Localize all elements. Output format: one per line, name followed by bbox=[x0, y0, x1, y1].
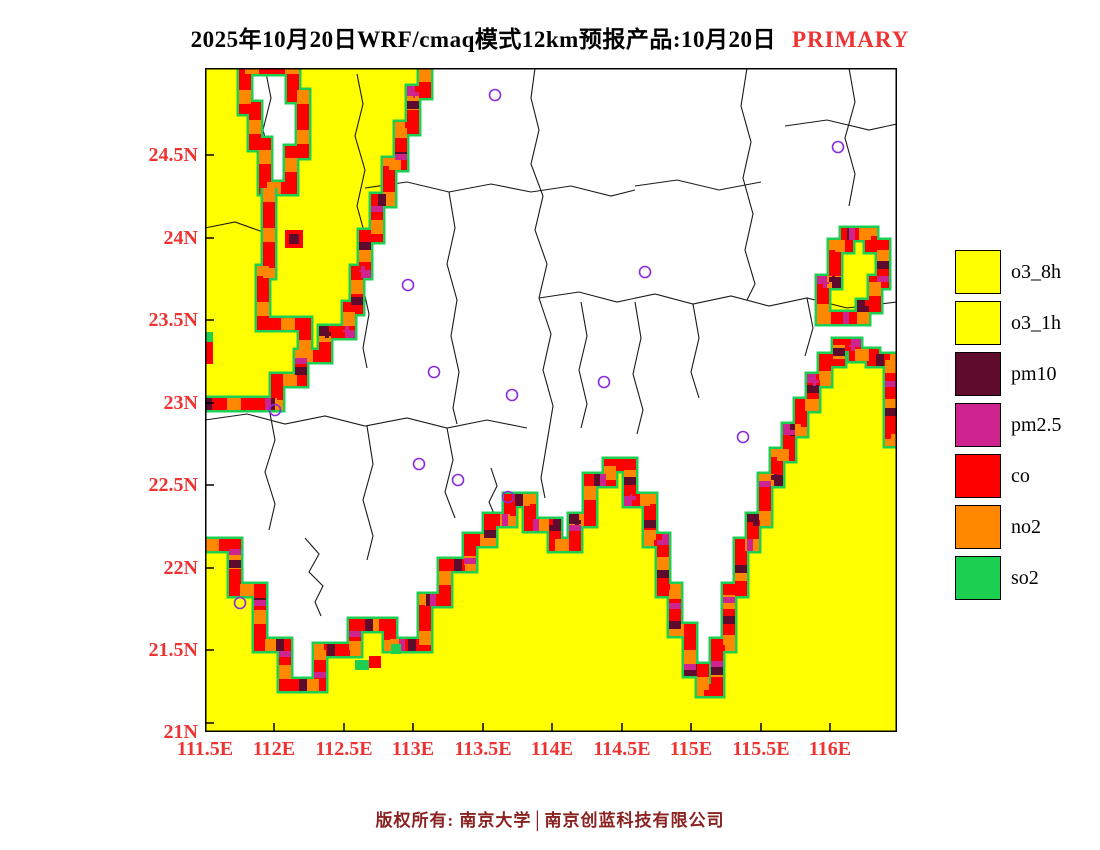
admin-boundary-line bbox=[354, 73, 370, 369]
legend-item: pm10 bbox=[955, 352, 1057, 396]
legend-label-so2: so2 bbox=[1011, 566, 1039, 589]
x-axis-label: 114.5E bbox=[593, 738, 651, 760]
admin-boundary-line bbox=[632, 301, 644, 435]
x-axis-label: 111.5E bbox=[176, 738, 234, 760]
legend-item: so2 bbox=[955, 556, 1039, 600]
city-marker bbox=[505, 388, 519, 402]
legend-item: no2 bbox=[955, 505, 1041, 549]
city-marker bbox=[597, 375, 611, 389]
legend-label-no2: no2 bbox=[1011, 515, 1041, 538]
legend-swatch-no2 bbox=[955, 505, 1001, 549]
x-axis-label: 112.5E bbox=[315, 738, 373, 760]
legend-label-pm10: pm10 bbox=[1011, 362, 1057, 385]
city-marker bbox=[736, 430, 750, 444]
admin-boundary-line bbox=[304, 537, 324, 617]
isolated-cells bbox=[205, 230, 401, 670]
admin-boundary-line bbox=[530, 67, 554, 499]
y-axis-label: 23.5N bbox=[148, 309, 198, 331]
y-axis-label: 23N bbox=[163, 392, 198, 414]
title-primary-label: PRIMARY bbox=[791, 27, 910, 52]
city-marker bbox=[501, 490, 515, 504]
city-marker bbox=[427, 365, 441, 379]
title-text: 2025年10月20日WRF/cmaq模式12km预报产品:10月20日 bbox=[190, 27, 776, 52]
y-axis-label: 21N bbox=[163, 721, 198, 743]
x-axis-label: 116E bbox=[808, 738, 852, 760]
legend-label-co: co bbox=[1011, 464, 1030, 487]
y-axis-label: 24N bbox=[163, 227, 198, 249]
admin-boundary-line bbox=[634, 179, 762, 191]
admin-boundary-line bbox=[444, 427, 456, 519]
legend-swatch-co bbox=[955, 454, 1001, 498]
admin-boundary-line bbox=[784, 119, 898, 131]
legend-swatch-pm2_5 bbox=[955, 403, 1001, 447]
admin-boundary-line bbox=[446, 191, 460, 425]
admin-boundary-line bbox=[804, 297, 814, 357]
x-axis-label: 112E bbox=[252, 738, 296, 760]
y-axis-label: 22N bbox=[163, 557, 198, 579]
legend-label-o3_1h: o3_1h bbox=[1011, 311, 1061, 334]
admin-boundary-line bbox=[488, 467, 498, 517]
legend-item: co bbox=[955, 454, 1030, 498]
legend-item: pm2.5 bbox=[955, 403, 1062, 447]
map-plot-svg bbox=[205, 68, 897, 732]
x-axis-label: 115.5E bbox=[732, 738, 790, 760]
map-frame bbox=[205, 68, 897, 732]
legend-swatch-o3_8h bbox=[955, 250, 1001, 294]
admin-boundary-line bbox=[264, 407, 276, 531]
legend-swatch-o3_1h bbox=[955, 301, 1001, 345]
copyright-text: 版权所有: 南京大学│南京创蓝科技有限公司 bbox=[375, 811, 725, 830]
admin-boundary-line bbox=[362, 425, 374, 561]
admin-boundary-line bbox=[530, 185, 636, 197]
city-marker bbox=[401, 278, 415, 292]
page-title: 2025年10月20日WRF/cmaq模式12km预报产品:10月20日 PRIM… bbox=[0, 20, 1100, 54]
cell-so2 bbox=[355, 660, 369, 670]
y-axis-label: 24.5N bbox=[148, 144, 198, 166]
legend-swatch-pm10 bbox=[955, 352, 1001, 396]
legend-swatch-so2 bbox=[955, 556, 1001, 600]
x-axis-label: 113E bbox=[391, 738, 435, 760]
legend-label-o3_8h: o3_8h bbox=[1011, 260, 1061, 283]
legend-item: o3_8h bbox=[955, 250, 1061, 294]
cell-co bbox=[205, 342, 213, 364]
x-axis-label: 115E bbox=[669, 738, 713, 760]
cell-pm10 bbox=[289, 234, 299, 244]
legend-item: o3_1h bbox=[955, 301, 1061, 345]
admin-boundary-line bbox=[844, 67, 856, 207]
y-axis-label: 22.5N bbox=[148, 474, 198, 496]
city-marker bbox=[268, 403, 282, 417]
city-marker bbox=[233, 596, 247, 610]
admin-boundary-line bbox=[204, 221, 264, 233]
city-marker bbox=[638, 265, 652, 279]
city-markers bbox=[233, 88, 845, 610]
cell-co bbox=[369, 656, 381, 668]
city-marker bbox=[831, 140, 845, 154]
legend-label-pm2_5: pm2.5 bbox=[1011, 413, 1062, 436]
admin-boundary-line bbox=[204, 413, 528, 429]
admin-boundary-line bbox=[690, 303, 700, 399]
x-axis-label: 114E bbox=[530, 738, 574, 760]
admin-boundary-line bbox=[578, 301, 588, 429]
cell-so2 bbox=[391, 644, 401, 654]
x-axis-label: 113.5E bbox=[454, 738, 512, 760]
admin-boundary-line bbox=[740, 67, 756, 301]
city-marker bbox=[488, 88, 502, 102]
forecast-map bbox=[205, 68, 897, 732]
cell-so2 bbox=[205, 332, 213, 342]
city-marker bbox=[412, 457, 426, 471]
city-marker bbox=[451, 473, 465, 487]
y-axis-label: 21.5N bbox=[148, 639, 198, 661]
